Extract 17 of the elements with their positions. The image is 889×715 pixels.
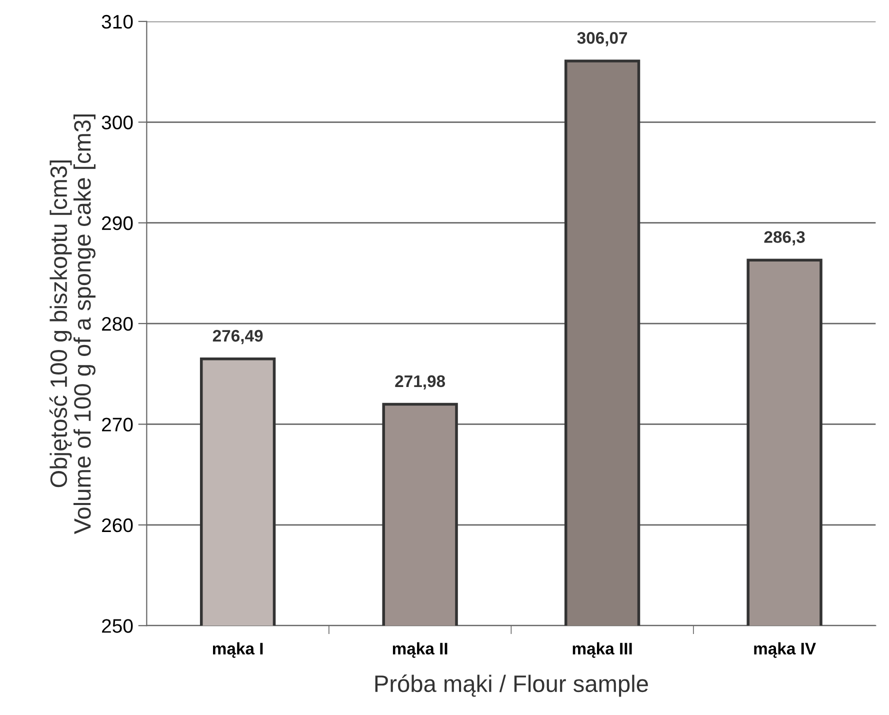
y-tick-label: 250 <box>102 619 133 633</box>
x-tick-label: mąka I <box>212 642 263 658</box>
x-tick-label: mąka III <box>572 642 632 658</box>
y-tick-label: 260 <box>102 518 133 532</box>
y-tick-label: 270 <box>102 418 133 432</box>
data-label: 271,98 <box>395 375 446 390</box>
data-label: 276,49 <box>212 330 263 344</box>
y-tick-label: 280 <box>102 317 133 331</box>
x-tick-label: mąka II <box>392 642 448 658</box>
data-label: 306,07 <box>577 32 628 46</box>
data-label: 286,3 <box>764 231 805 246</box>
y-tick-label: 290 <box>102 216 133 230</box>
y-tick-label: 310 <box>102 14 133 29</box>
y-axis-title: Objętość 100 g biszkoptu [cm3] Volume of 100 g of a sponge cake [cm3] <box>49 114 96 534</box>
y-tick-label: 300 <box>102 116 133 130</box>
x-axis-title: Próba mąki / Flour sample <box>375 674 648 697</box>
x-tick-label: mąka IV <box>754 642 816 658</box>
